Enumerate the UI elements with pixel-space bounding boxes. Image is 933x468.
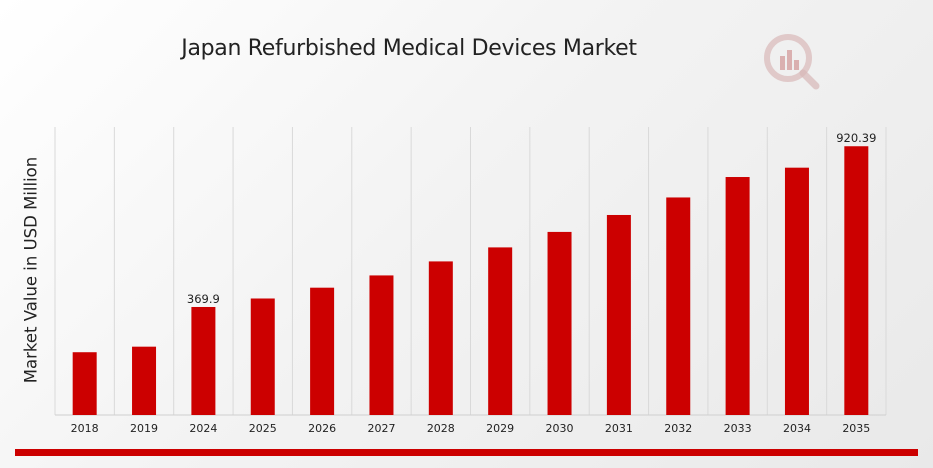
- data-label-2024: 369.9: [187, 292, 220, 306]
- x-tick-label: 2029: [486, 422, 514, 435]
- chart-magnifier-logo-icon: [760, 30, 822, 97]
- x-tick-label: 2027: [367, 422, 395, 435]
- bar-2024: [191, 306, 216, 415]
- bar-2018: [72, 352, 97, 415]
- x-tick-label: 2031: [605, 422, 633, 435]
- x-tick-label: 2025: [249, 422, 277, 435]
- x-tick-label: 2033: [724, 422, 752, 435]
- bar-2027: [369, 275, 394, 415]
- x-tick-label: 2019: [130, 422, 158, 435]
- bar-2032: [666, 197, 691, 415]
- bar-2028: [428, 261, 453, 415]
- chart-title: Japan Refurbished Medical Devices Market: [181, 36, 637, 61]
- x-tick-label: 2026: [308, 422, 336, 435]
- x-tick-label: 2028: [427, 422, 455, 435]
- bar-2029: [488, 247, 513, 415]
- bar-2031: [606, 214, 631, 415]
- bar-2030: [547, 231, 572, 415]
- x-tick-label: 2018: [71, 422, 99, 435]
- x-tick-label: 2024: [189, 422, 217, 435]
- x-tick-label: 2035: [842, 422, 870, 435]
- bar-2019: [132, 346, 157, 415]
- data-label-2035: 920.39: [836, 131, 876, 145]
- bar-2026: [310, 287, 335, 415]
- bar-2034: [784, 167, 809, 415]
- bar-2035: [844, 146, 869, 415]
- x-tick-label: 2034: [783, 422, 811, 435]
- x-tick-label: 2032: [664, 422, 692, 435]
- x-tick-label: 2030: [546, 422, 574, 435]
- bottom-accent-bar: [15, 449, 918, 456]
- bar-2033: [725, 177, 750, 415]
- bar-2025: [250, 298, 275, 415]
